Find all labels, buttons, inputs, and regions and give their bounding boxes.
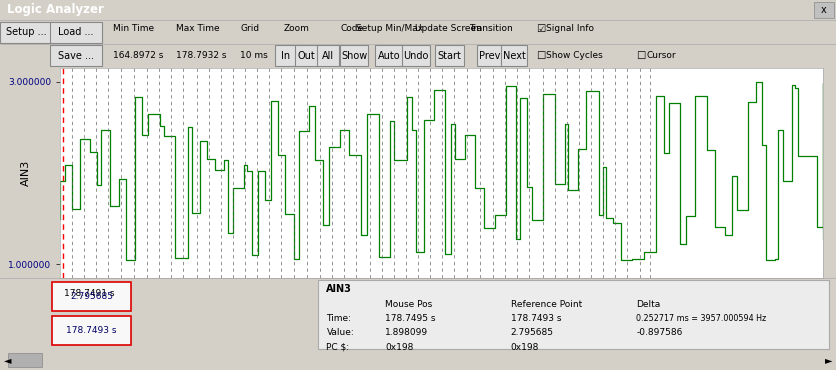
Text: Signal Info: Signal Info <box>545 24 593 33</box>
FancyBboxPatch shape <box>52 316 131 345</box>
Text: Show: Show <box>340 51 367 61</box>
Text: Delta: Delta <box>635 300 660 309</box>
Text: 2.795685: 2.795685 <box>69 292 113 301</box>
Text: ►: ► <box>824 355 832 365</box>
FancyBboxPatch shape <box>0 22 52 43</box>
Text: ☐: ☐ <box>635 51 645 61</box>
Text: Transition: Transition <box>469 24 512 33</box>
Y-axis label: AIN3: AIN3 <box>21 160 31 186</box>
Text: Next: Next <box>502 51 525 61</box>
Text: 10 ms: 10 ms <box>240 51 268 60</box>
FancyBboxPatch shape <box>375 45 403 66</box>
FancyBboxPatch shape <box>401 45 430 66</box>
FancyBboxPatch shape <box>294 45 319 66</box>
FancyBboxPatch shape <box>274 45 296 66</box>
Text: Save ...: Save ... <box>58 51 94 61</box>
Text: Mouse Pos: Mouse Pos <box>385 300 431 309</box>
Text: -0.897586: -0.897586 <box>635 329 681 337</box>
Text: Zoom: Zoom <box>283 24 308 33</box>
FancyBboxPatch shape <box>50 22 102 43</box>
Text: 178.7493 s: 178.7493 s <box>510 314 560 323</box>
Text: Logic Analyzer: Logic Analyzer <box>7 3 104 17</box>
Text: 178.7491 s: 178.7491 s <box>64 289 115 298</box>
Bar <box>8 353 42 367</box>
Text: All: All <box>322 51 334 61</box>
FancyBboxPatch shape <box>477 45 502 66</box>
FancyBboxPatch shape <box>501 45 527 66</box>
Text: 178.7932 s: 178.7932 s <box>176 51 226 60</box>
Text: ☐: ☐ <box>535 51 544 61</box>
Text: x: x <box>820 5 825 15</box>
FancyBboxPatch shape <box>52 282 131 311</box>
Text: Cursor: Cursor <box>645 51 675 60</box>
Text: ◄: ◄ <box>4 355 12 365</box>
Text: Undo: Undo <box>403 51 428 61</box>
FancyBboxPatch shape <box>813 2 833 18</box>
Text: Start: Start <box>437 51 461 61</box>
FancyBboxPatch shape <box>318 280 828 349</box>
Text: Grid: Grid <box>240 24 259 33</box>
Text: 0x198: 0x198 <box>510 343 538 352</box>
Text: Value:: Value: <box>326 329 354 337</box>
Text: 0x198: 0x198 <box>385 343 413 352</box>
Text: Min Time: Min Time <box>113 24 154 33</box>
Text: AIN3: AIN3 <box>326 284 352 294</box>
Text: Prev: Prev <box>479 51 500 61</box>
Text: Setup Min/Max: Setup Min/Max <box>356 24 423 33</box>
Text: Max Time: Max Time <box>176 24 219 33</box>
Text: In: In <box>281 51 289 61</box>
Text: ☑: ☑ <box>535 24 544 34</box>
Text: Time:: Time: <box>326 314 351 323</box>
Text: Load ...: Load ... <box>59 27 94 37</box>
FancyBboxPatch shape <box>50 45 102 66</box>
Text: Update Screen: Update Screen <box>415 24 482 33</box>
Text: 2.795685: 2.795685 <box>510 329 553 337</box>
FancyBboxPatch shape <box>339 45 368 66</box>
Text: 164.8972 s: 164.8972 s <box>113 51 163 60</box>
Text: 0.252717 ms = 3957.000594 Hz: 0.252717 ms = 3957.000594 Hz <box>635 314 766 323</box>
Text: Show Cycles: Show Cycles <box>545 51 602 60</box>
Text: Reference Point: Reference Point <box>510 300 581 309</box>
FancyBboxPatch shape <box>317 45 339 66</box>
Text: PC $:: PC $: <box>326 343 349 352</box>
Text: 178.7493 s: 178.7493 s <box>66 326 116 335</box>
Text: Out: Out <box>298 51 315 61</box>
Text: Auto: Auto <box>377 51 400 61</box>
FancyBboxPatch shape <box>435 45 463 66</box>
Text: 1.898099: 1.898099 <box>385 329 428 337</box>
Text: Code: Code <box>340 24 364 33</box>
Text: 178.7495 s: 178.7495 s <box>385 314 435 323</box>
Text: Setup ...: Setup ... <box>6 27 46 37</box>
